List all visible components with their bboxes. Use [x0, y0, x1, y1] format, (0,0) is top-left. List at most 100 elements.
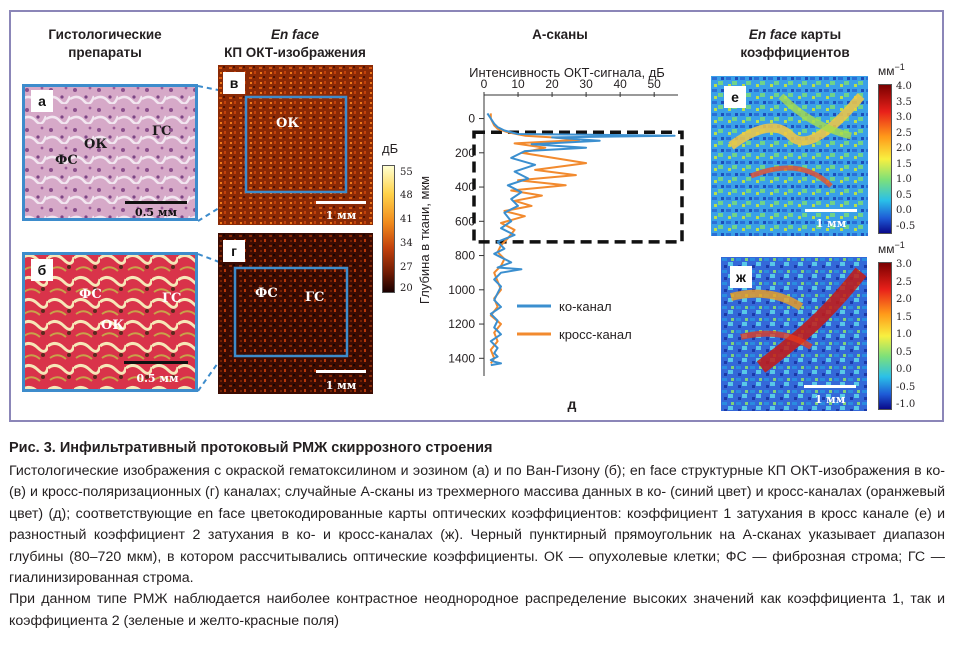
ascan-panel-letter: д	[568, 396, 577, 412]
panel-v-letter: в	[223, 72, 245, 94]
panel-g-label-gs: ГС	[305, 290, 325, 305]
colorbar-tick: 2.5	[896, 127, 912, 139]
y-tick-label: 1400	[448, 351, 475, 365]
y-tick-label: 1000	[448, 283, 475, 297]
header-maps-text: карты коэффициентов	[740, 27, 850, 60]
colorbar-tick: 2.0	[896, 294, 912, 305]
panel-a-scale-label: 0.5 мм	[134, 206, 178, 219]
header-ascans: А-сканы	[532, 27, 588, 42]
db-tick-41: 41	[400, 214, 413, 225]
colorbar-tick: 1.0	[896, 329, 912, 340]
db-tick-27: 27	[400, 262, 413, 273]
y-tick-label: 400	[455, 180, 475, 194]
y-tick-label: 800	[455, 249, 475, 263]
caption-paragraph-1: Гистологические изображения с окраской г…	[9, 463, 945, 587]
x-tick-label: 50	[647, 77, 661, 91]
depth-range-dashed-box	[472, 130, 684, 244]
colorbar-tick: -0.5	[896, 381, 916, 393]
y-tick-label: 600	[455, 214, 475, 228]
panel-b-letter: б	[31, 259, 53, 281]
colorbar-tick: 1.5	[896, 311, 912, 323]
panel-b-scale-bar	[124, 361, 188, 364]
x-tick-label: 40	[613, 77, 627, 91]
caption-title: Рис. 3. Инфильтративный протоковый РМЖ с…	[9, 440, 493, 456]
db-tick-20: 20	[400, 283, 413, 294]
coef-zh-unit-text: мм	[878, 242, 895, 256]
panel-b-histology-image	[22, 252, 198, 392]
series-co-channel-line	[486, 112, 676, 367]
ascan-legend: ко-канал кросс-канал	[517, 299, 632, 342]
colorbar-tick: -0.5	[896, 221, 916, 232]
coef-zh-unit-sup: −1	[894, 240, 905, 250]
caption-paragraph-2: При данном типе РМЖ наблюдается наиболее…	[9, 591, 945, 629]
colorbar-tick: 0.0	[896, 364, 912, 375]
coef-colorbar-zh	[878, 262, 892, 410]
colorbar-tick: 3.0	[896, 112, 912, 124]
db-tick-55: 55	[400, 167, 413, 178]
legend-cross-label: кросс-канал	[559, 327, 632, 342]
panel-b-scale-label: 0.5 мм	[136, 372, 179, 385]
db-colorbar	[382, 165, 395, 293]
panel-v-scale-bar	[316, 201, 366, 204]
coef-e-unit-sup: −1	[894, 62, 905, 72]
header-maps: En face карты коэффициентов	[700, 26, 890, 62]
panel-b-label-fs: ФС	[79, 287, 102, 302]
header-maps-italic: En face	[748, 27, 797, 42]
panel-e-scale-bar	[805, 209, 857, 212]
header-histology: Гистологические препараты	[48, 27, 162, 60]
coef-e-unit-text: мм	[878, 64, 895, 78]
panel-b-label-gs: ГС	[162, 291, 182, 306]
panel-b-label-ok: ОК	[101, 318, 125, 333]
colorbar-tick: 0.5	[896, 346, 912, 358]
y-tick-label: 1200	[448, 317, 475, 331]
panel-zh-scale-label: 1 мм	[814, 393, 846, 406]
colorbar-tick: 1.0	[896, 174, 912, 186]
panel-a-scale-bar	[125, 201, 187, 204]
panel-v-scale-label: 1 мм	[325, 209, 357, 222]
colorbar-tick: 0.0	[896, 205, 912, 217]
ascan-ylabel: Глубина в ткани, мкм	[417, 176, 432, 304]
panel-a-letter: а	[31, 90, 53, 112]
panel-e-scale-label: 1 мм	[815, 217, 847, 230]
ascan-plot-area: 0 10 20 30 40 50 0 200 400 600 800 1000 1200 1400	[448, 77, 684, 376]
caption-body: Гистологические изображения с окраской г…	[9, 461, 945, 632]
colorbar-tick: 2.5	[896, 276, 912, 288]
coef-colorbar-zh-unit: мм−1	[878, 240, 905, 256]
panel-a-label-ok: ОК	[84, 137, 108, 152]
colorbar-tick: 1.5	[896, 158, 912, 170]
colorbar-tick: -1.0	[896, 399, 916, 410]
coef-colorbar-e	[878, 84, 892, 234]
header-oct: En face КП ОКТ-изображения	[200, 26, 390, 62]
x-tick-label: 0	[481, 77, 488, 91]
vangieson-stain-texture	[25, 255, 195, 389]
panel-g-letter: г	[223, 240, 245, 262]
x-tick-label: 10	[511, 77, 525, 91]
panel-zh-scale-bar	[804, 385, 856, 388]
coef-colorbar-e-unit: мм−1	[878, 62, 905, 78]
panel-g-scale-bar	[316, 370, 366, 373]
header-oct-italic: En face	[270, 27, 320, 42]
panel-a-histology-image	[22, 84, 198, 221]
legend-co-label: ко-канал	[559, 299, 612, 314]
colorbar-tick: 3.5	[896, 96, 912, 108]
colorbar-tick: 4.0	[896, 81, 912, 92]
colorbar-tick: 2.0	[896, 143, 912, 155]
colorbar-tick: 0.5	[896, 189, 912, 201]
panel-a-label-fs: ФС	[55, 153, 78, 168]
panel-a-label-gs: ГС	[152, 124, 172, 139]
header-oct-text: КП ОКТ-изображения	[224, 45, 366, 60]
db-tick-48: 48	[400, 190, 413, 201]
panel-g-scale-label: 1 мм	[325, 379, 357, 392]
he-stain-texture	[25, 87, 195, 218]
colorbar-tick: 3.0	[896, 259, 912, 270]
x-tick-label: 20	[545, 77, 559, 91]
ascan-xlabel: Интенсивность ОКТ-сигнала, дБ	[469, 65, 665, 80]
x-tick-label: 30	[579, 77, 593, 91]
y-tick-label: 0	[468, 112, 475, 126]
panel-zh-letter: ж	[730, 266, 752, 288]
panel-g-label-fs: ФС	[255, 286, 278, 301]
y-tick-label: 200	[455, 146, 475, 160]
ascan-chart: Интенсивность ОКТ-сигнала, дБ Глубина в …	[417, 65, 684, 412]
db-tick-34: 34	[400, 238, 413, 249]
panel-e-letter: е	[724, 86, 746, 108]
